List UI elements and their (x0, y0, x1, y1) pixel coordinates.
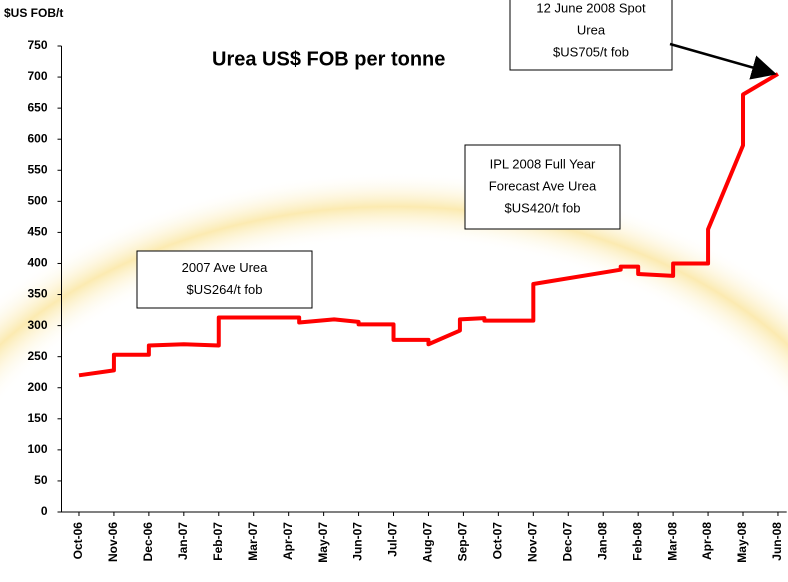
annotation-text: $US264/t fob (187, 282, 263, 297)
annotation-text: IPL 2008 Full Year (490, 156, 596, 171)
x-tick-label: Oct-07 (491, 522, 505, 560)
y-tick-label: 500 (27, 194, 47, 208)
y-tick-label: 0 (41, 504, 48, 518)
chart-title: Urea US$ FOB per tonne (212, 48, 445, 70)
x-tick-label: Feb-07 (211, 522, 225, 561)
annotation-text: $US705/t fob (553, 44, 629, 59)
x-tick-label: Mar-07 (246, 522, 260, 561)
y-axis-label: $US FOB/t (4, 6, 63, 20)
y-tick-label: 250 (27, 349, 47, 363)
x-tick-label: Jul-07 (386, 522, 400, 557)
x-tick-label: Mar-08 (665, 522, 679, 561)
y-tick-label: 700 (27, 69, 47, 83)
x-tick-label: Dec-07 (560, 522, 574, 562)
annotation-text: Forecast Ave Urea (489, 178, 597, 193)
x-tick-label: Sep-07 (456, 522, 470, 562)
x-tick-label: Jun-07 (351, 522, 365, 561)
y-tick-label: 200 (27, 380, 47, 394)
y-tick-label: 300 (27, 318, 47, 332)
y-tick-label: 400 (27, 256, 47, 270)
x-tick-label: Nov-06 (106, 522, 120, 562)
x-tick-label: Jan-07 (176, 522, 190, 560)
y-tick-label: 650 (27, 100, 47, 114)
annotation-text: Urea (577, 22, 606, 37)
x-tick-label: Dec-06 (141, 522, 155, 562)
x-tick-label: Aug-07 (421, 522, 435, 563)
x-tick-label: Apr-08 (700, 522, 714, 560)
y-tick-label: 50 (34, 473, 48, 487)
annotation-box (509, 0, 673, 71)
x-tick-label: May-08 (735, 522, 749, 563)
annotation-text: 12 June 2008 Spot (536, 0, 646, 15)
x-tick-label: May-07 (316, 522, 330, 563)
arrow (669, 42, 777, 80)
annotation-box (136, 250, 313, 309)
x-tick-label: Nov-07 (525, 522, 539, 562)
x-tick-label: Jun-08 (770, 522, 784, 561)
x-tick-label: Oct-06 (71, 522, 85, 560)
annotation-text: $US420/t fob (505, 200, 581, 215)
annotation-text: 2007 Ave Urea (182, 260, 269, 275)
y-tick-label: 750 (27, 38, 47, 52)
y-tick-label: 100 (27, 442, 47, 456)
annotation: IPL 2008 Full Year Forecast Ave Urea $US42… (464, 144, 621, 230)
x-tick-label: Apr-07 (281, 522, 295, 560)
x-tick-label: Jan-08 (595, 522, 609, 560)
y-tick-label: 350 (27, 287, 47, 301)
x-tick-label: Feb-08 (630, 522, 644, 561)
annotation: 2007 Ave Urea $US264/t fob (136, 250, 313, 309)
y-tick-label: 600 (27, 131, 47, 145)
annotation: 12 June 2008 Spot Urea $US705/t fob (509, 0, 673, 71)
data-line (78, 72, 779, 378)
y-tick-label: 150 (27, 411, 47, 425)
y-tick-label: 550 (27, 162, 47, 176)
annotation-box (464, 144, 621, 230)
y-tick-label: 450 (27, 225, 47, 239)
